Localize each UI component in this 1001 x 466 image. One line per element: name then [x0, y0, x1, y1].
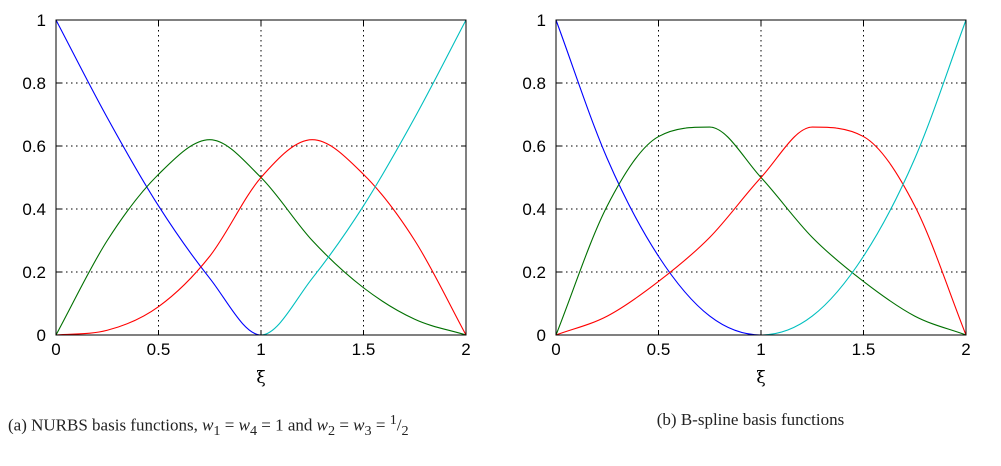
caption-half-slash: / [396, 415, 402, 435]
series-line-2 [555, 126, 967, 336]
y-tick-label: 0.2 [522, 263, 546, 282]
bspline-chart: 0 0.5 1 1.5 2 0 0.2 0.4 0.6 0.8 1 ξ [522, 11, 970, 388]
x-tick-label: 0 [51, 340, 60, 359]
chart-panel-b: 0 0.5 1 1.5 2 0 0.2 0.4 0.6 0.8 1 ξ (b) B-spline ba… [500, 0, 1001, 466]
caption-w4: w [238, 415, 250, 435]
caption-a-prefix: (a) NURBS basis functions, [8, 415, 203, 435]
caption-w3-sub: 3 [364, 423, 372, 440]
x-tick-label: 2 [461, 340, 470, 359]
caption-w2-sub: 2 [328, 423, 336, 440]
nurbs-chart: 0 0.5 1 1.5 2 0 0.2 0.4 0.6 0.8 1 ξ [22, 11, 470, 388]
x-tick-label: 1 [756, 340, 765, 359]
caption-half-num: 1 [389, 412, 397, 428]
y-tick-label: 0.8 [22, 74, 46, 93]
caption-eq3: = [335, 415, 354, 435]
x-tick-label: 2 [961, 340, 970, 359]
x-axis-label: ξ [756, 368, 765, 388]
x-tick-label: 1.5 [352, 340, 376, 359]
caption-w4-sub: 4 [249, 423, 258, 440]
chart-panel-a: 0 0.5 1 1.5 2 0 0.2 0.4 0.6 0.8 1 ξ (a) NURBS basis… [0, 0, 500, 466]
caption-w1: w [202, 415, 214, 435]
series-line-3 [555, 126, 967, 336]
y-tick-label: 1 [37, 11, 46, 30]
y-tick-label: 0.4 [522, 200, 546, 219]
series-line-2 [55, 139, 467, 336]
y-tick-label: 0.6 [22, 137, 46, 156]
caption-w1-sub: 1 [213, 423, 221, 440]
caption-eq1: = [220, 415, 239, 435]
x-tick-label: 0 [551, 340, 560, 359]
caption-a: (a) NURBS basis functions, w1 = w4 = 1 a… [8, 409, 498, 442]
caption-w2: w [316, 415, 328, 435]
y-tick-label: 0.6 [522, 137, 546, 156]
caption-b: (b) B-spline basis functions [656, 410, 845, 429]
y-tick-label: 0 [537, 326, 546, 345]
x-tick-label: 1 [256, 340, 265, 359]
x-tick-label: 0.5 [147, 340, 171, 359]
y-tick-label: 0.8 [522, 74, 546, 93]
caption-half-den: 2 [401, 423, 409, 440]
y-tick-label: 1 [537, 11, 546, 30]
y-tick-label: 0.4 [22, 200, 46, 219]
x-tick-label: 0.5 [647, 340, 671, 359]
x-axis-label: ξ [256, 368, 265, 388]
y-tick-label: 0.2 [22, 263, 46, 282]
caption-eq2: = 1 and [257, 415, 317, 435]
series-line-3 [55, 139, 467, 336]
x-tick-label: 1.5 [852, 340, 876, 359]
caption-w3: w [353, 415, 365, 435]
y-tick-label: 0 [37, 326, 46, 345]
caption-eq4: = [371, 415, 390, 435]
